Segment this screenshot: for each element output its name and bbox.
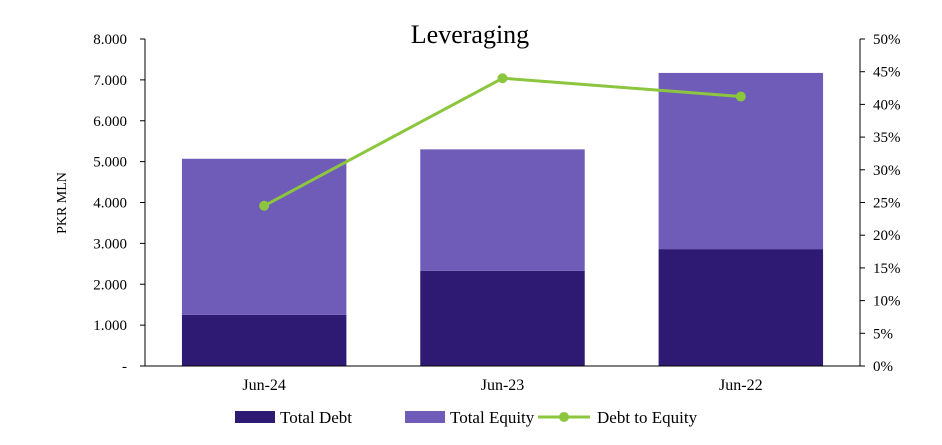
left-tick-label-6: 6.000 [93,114,127,130]
chart-title: Leveraging [411,20,529,49]
legend: Total Debt Total Equity Debt to Equity [235,408,698,427]
legend-swatch-total-debt [235,411,275,423]
left-tick-label-7: 7.000 [93,73,127,89]
legend-swatch-total-equity [405,411,445,423]
legend-label-debt-to-equity: Debt to Equity [597,408,698,427]
x-tick-label-2: Jun-22 [719,377,763,394]
left-tick-label-8: 8.000 [93,32,127,48]
right-tick-label-10: 50% [873,32,901,48]
x-tick-label-1: Jun-23 [481,377,525,394]
right-tick-label-5: 25% [873,196,901,212]
plot-area [144,39,861,367]
left-tick-label-3: 3.000 [93,236,127,252]
bar-total-equity-1 [420,149,585,271]
right-axis-ticks: 0% 5% 10% 15% 20% 25% 30% 35% 40% 45% 50% [860,32,901,375]
left-tick-label-5: 5.000 [93,155,127,171]
bar-total-debt-0 [181,314,347,366]
y-axis-title: PKR MLN [55,172,70,234]
left-tick-label-0: - [122,359,127,375]
bar-total-equity-2 [658,72,824,250]
left-axis-ticks: - 1.000 2.000 3.000 4.000 5.000 6.000 7.000 8.00… [93,32,145,375]
left-tick-label-1: 1.000 [93,318,127,334]
bar-total-debt-2 [658,249,824,366]
right-tick-label-4: 20% [873,228,901,244]
bar-total-debt-1 [420,270,585,366]
x-tick-label-0: Jun-24 [242,377,286,394]
right-tick-label-0: 0% [873,359,893,375]
right-tick-label-3: 15% [873,261,901,277]
x-axis-ticks: Jun-24 Jun-23 Jun-22 [242,377,762,394]
right-tick-label-7: 35% [873,130,901,146]
legend-label-total-equity: Total Equity [450,408,535,427]
legend-label-total-debt: Total Debt [280,408,352,427]
bar-total-equity-0 [181,158,347,315]
point-debt-to-equity-1 [497,73,508,84]
point-debt-to-equity-0 [259,200,270,211]
right-tick-label-9: 45% [873,65,901,81]
legend-marker-debt-to-equity [559,412,569,422]
point-debt-to-equity-2 [735,91,746,102]
left-tick-label-2: 2.000 [93,277,127,293]
left-tick-label-4: 4.000 [93,196,127,212]
right-tick-label-8: 40% [873,97,901,113]
right-tick-label-6: 30% [873,163,901,179]
right-tick-label-2: 10% [873,294,901,310]
right-tick-label-1: 5% [873,326,893,342]
